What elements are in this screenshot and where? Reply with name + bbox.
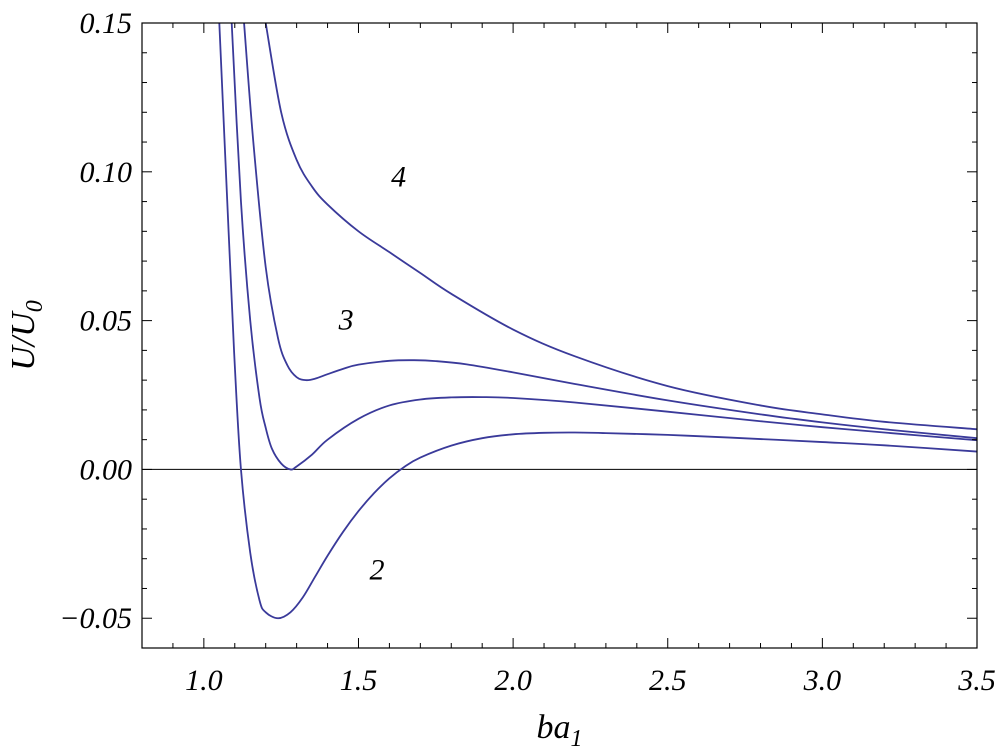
y-tick-label: 0.10 — [80, 156, 133, 189]
y-axis-title: U/U0 — [5, 300, 48, 371]
series-layer — [218, 22, 977, 620]
x-tick-label: 1.0 — [185, 664, 223, 697]
x-tick-label: 2.0 — [494, 664, 532, 697]
curve-labels-layer: 4 3 2 — [338, 161, 407, 587]
ticks-layer — [141, 22, 978, 649]
series-line-unlabeled-1 — [230, 22, 977, 471]
curve-label-2: 2 — [370, 554, 385, 587]
y-tick-label: 0.05 — [80, 305, 133, 338]
x-tick-label: 3.5 — [957, 664, 996, 697]
tick-labels-layer: 1.0 1.5 2.0 2.5 3.0 3.5 −0.05 0.00 0.05 0.10 0.15 — [59, 7, 996, 697]
x-axis-title: ba1 — [537, 709, 583, 752]
series-line-2 — [218, 22, 977, 620]
series-line-4 — [264, 22, 977, 431]
y-tick-label: 0.15 — [80, 7, 133, 40]
x-axis-title-sub: 1 — [571, 726, 583, 752]
x-tick-label: 3.0 — [803, 664, 842, 697]
y-axis-title-base: U/U — [5, 310, 42, 371]
y-tick-label: −0.05 — [59, 602, 132, 635]
curve-label-4: 4 — [391, 161, 406, 194]
series-line-3 — [243, 22, 977, 440]
plot-frame — [141, 22, 978, 649]
x-tick-label: 1.5 — [340, 664, 378, 697]
curve-label-3: 3 — [338, 304, 354, 337]
y-axis-title-sub: 0 — [22, 300, 48, 312]
x-axis-title-base: ba — [537, 709, 571, 746]
x-tick-label: 2.5 — [649, 664, 687, 697]
y-tick-label: 0.00 — [80, 453, 133, 486]
